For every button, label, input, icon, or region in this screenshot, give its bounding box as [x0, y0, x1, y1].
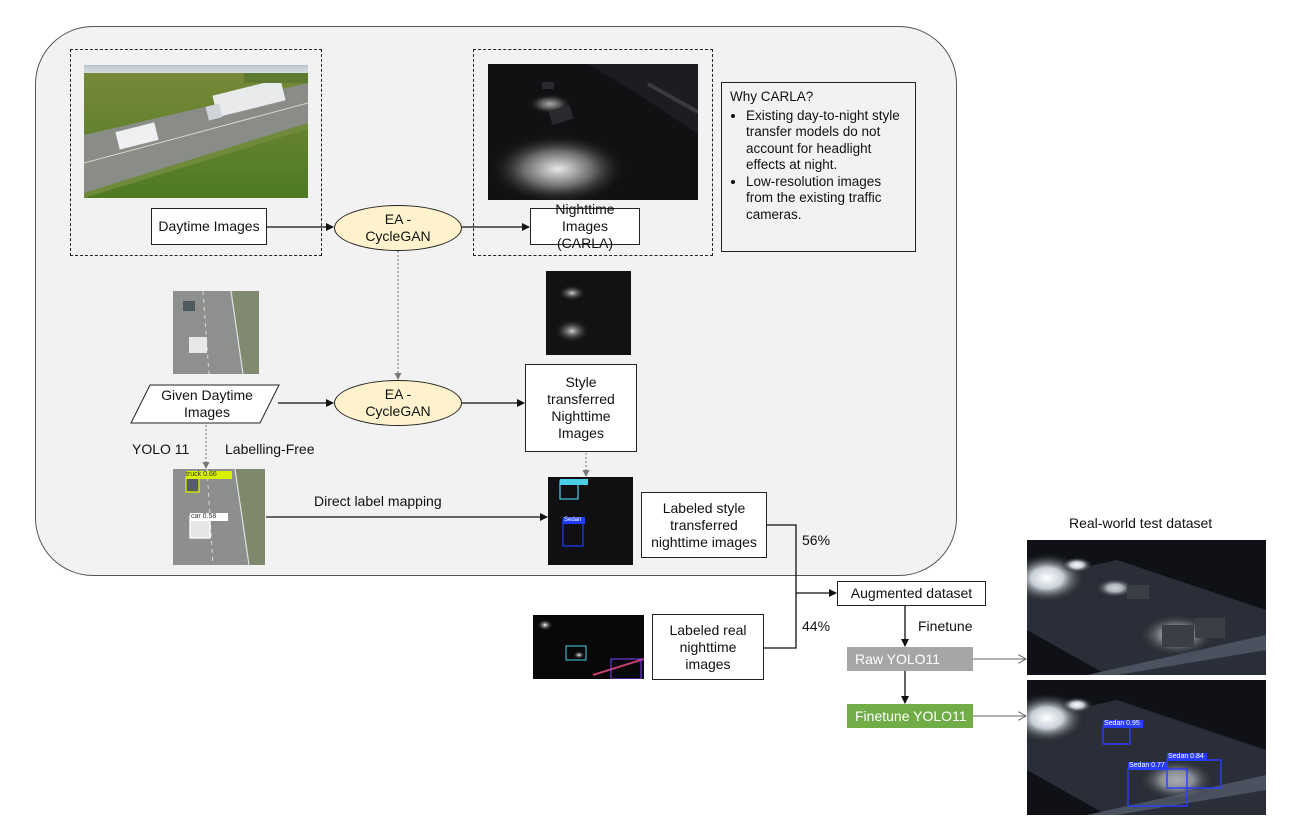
raw-yolo-test-image: [1027, 540, 1266, 675]
nighttime-carla-label: Nighttime Images (CARLA): [555, 201, 615, 251]
daytime-images-box: Daytime Images: [151, 208, 267, 245]
sedan-077-label: Sedan 0.77: [1129, 762, 1165, 769]
pct-44-label: 44%: [802, 618, 831, 634]
finetune-label: Finetune: [918, 618, 973, 634]
nighttime-carla-box: Nighttime Images (CARLA): [530, 201, 640, 251]
ea-cyclegan-mid: EA - CycleGAN: [334, 380, 462, 426]
finetune-yolo11-box: Finetune YOLO11: [847, 704, 973, 728]
truck-detection-label: truck 0.66: [186, 471, 217, 478]
given-daytime-parallelogram: Given Daytime Images: [130, 384, 280, 424]
style-transferred-label: Style transferred Nighttime Images: [547, 374, 615, 441]
why-carla-bullet: Existing day-to-night style transfer mod…: [746, 108, 909, 174]
sedan-small-label: Sedan: [564, 517, 582, 523]
car-detection-label: car 0.58: [191, 513, 217, 520]
finetune-yolo-test-image: Sedan 0.95 Sedan 0.84 Sedan 0.77: [1027, 680, 1266, 815]
direct-mapping-label: Direct label mapping: [314, 493, 442, 509]
given-daytime-label: Given Daytime Images: [161, 387, 253, 420]
labeled-real-box: Labeled real nighttime images: [652, 614, 764, 680]
labeled-real-label: Labeled real nighttime images: [669, 621, 747, 672]
labelling-free-label: Labelling-Free: [225, 441, 315, 457]
raw-yolo11-box: Raw YOLO11: [847, 647, 973, 671]
why-carla-bullet: Low-resolution images from the existing …: [746, 174, 909, 224]
daytime-group: [70, 49, 322, 256]
line-44-to-augmented: [764, 593, 797, 649]
test-dataset-title: Real-world test dataset: [1069, 515, 1213, 531]
why-carla-box: Why CARLA? Existing day-to-night style t…: [721, 82, 916, 252]
given-daytime-thumbnail: [173, 291, 259, 374]
labeled-style-label: Labeled style transferred nighttime imag…: [651, 499, 757, 550]
pct-56-label: 56%: [802, 532, 831, 548]
style-transferred-box: Style transferred Nighttime Images: [525, 364, 637, 452]
why-carla-title: Why CARLA?: [730, 89, 814, 104]
sedan-095-label: Sedan 0.95: [1104, 720, 1140, 727]
sedan-084-label: Sedan 0.84: [1168, 753, 1204, 760]
yolo11-label: YOLO 11: [132, 441, 190, 457]
ea-cyclegan-top: EA - CycleGAN: [334, 205, 462, 251]
why-carla-list: Existing day-to-night style transfer mod…: [730, 108, 909, 224]
nighttime-group: [473, 49, 713, 256]
yolo-labeled-daytime-image: truck 0.66 car 0.58: [173, 469, 265, 565]
augmented-dataset-box: Augmented dataset: [837, 581, 986, 606]
nighttime-carla-image: [488, 64, 698, 200]
style-transferred-thumbnail: [546, 271, 631, 355]
ea-cyclegan-mid-label: EA - CycleGAN: [365, 386, 431, 419]
line-56-to-augmented: [767, 524, 837, 597]
labeled-style-thumbnail: Sedan: [548, 477, 633, 565]
labeled-style-box: Labeled style transferred nighttime imag…: [641, 492, 767, 558]
ea-cyclegan-top-label: EA - CycleGAN: [365, 211, 431, 244]
labeled-real-thumbnail: [533, 615, 644, 679]
daytime-highway-image: [84, 65, 308, 198]
